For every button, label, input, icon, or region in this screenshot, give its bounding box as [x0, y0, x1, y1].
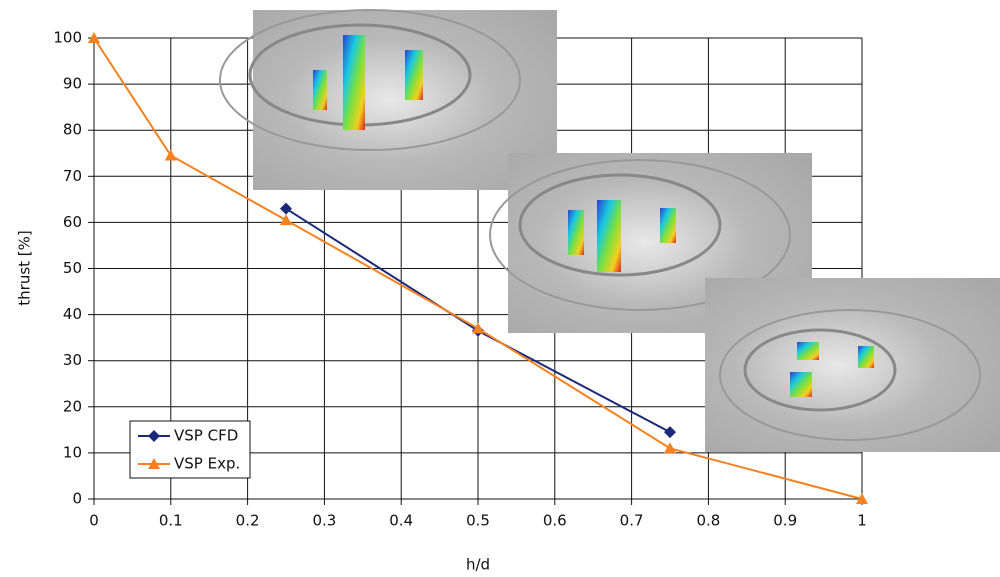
cfd-image — [705, 278, 1000, 452]
marker — [472, 322, 484, 334]
y-tick-label: 80 — [63, 121, 82, 139]
marker — [148, 458, 160, 469]
x-tick-label: 0.6 — [543, 512, 567, 530]
cfd-image — [219, 9, 557, 190]
x-tick-label: 0.8 — [696, 512, 720, 530]
x-axis-label: h/d — [466, 556, 490, 574]
y-tick-label: 90 — [63, 75, 82, 93]
x-tick-label: 1 — [857, 512, 867, 530]
marker — [164, 149, 177, 161]
series-line — [93, 37, 863, 500]
x-tick-label: 0 — [89, 512, 99, 530]
marker — [280, 202, 292, 215]
y-tick-label: 10 — [63, 443, 82, 461]
x-tick-label: 0.4 — [389, 512, 413, 530]
insets — [219, 9, 1000, 452]
marker — [856, 493, 868, 504]
y-tick-label: 50 — [63, 259, 82, 277]
y-tick-label: 30 — [63, 351, 82, 369]
x-tick-label: 0.9 — [773, 512, 797, 530]
y-tick-label: 0 — [72, 490, 82, 508]
marker — [664, 426, 676, 439]
x-tick-label: 0.5 — [466, 512, 490, 530]
y-tick-label: 20 — [63, 397, 82, 415]
y-tick-label: 40 — [63, 305, 82, 323]
marker — [88, 32, 100, 43]
legend-label: VSP CFD — [174, 427, 238, 445]
y-tick-label: 60 — [63, 213, 82, 231]
y-tick-label: 70 — [63, 167, 82, 185]
legend-label: VSP Exp. — [174, 455, 240, 473]
plot: VSP CFD VSP Exp. — [88, 32, 868, 504]
x-tick-label: 0.7 — [620, 512, 644, 530]
marker — [280, 214, 292, 226]
marker — [664, 442, 676, 454]
y-axis-label: thrust [%] — [16, 230, 34, 305]
x-tick-label: 0.2 — [236, 512, 260, 530]
x-tick-label: 0.3 — [312, 512, 336, 530]
legend: VSP CFD VSP Exp. — [129, 420, 251, 479]
marker — [148, 430, 160, 442]
x-tick-label: 0.1 — [159, 512, 183, 530]
y-tick-label: 100 — [53, 29, 82, 47]
